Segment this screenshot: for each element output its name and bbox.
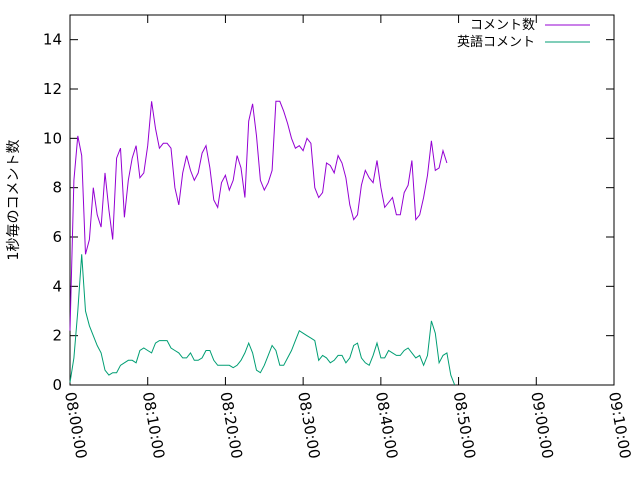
series-line-0 [69,100,448,331]
y-tick-label: 8 [52,179,62,197]
y-tick-label: 10 [43,129,62,147]
y-tick-label: 14 [43,31,62,49]
y-tick-label: 2 [52,327,62,345]
y-tick-label: 4 [52,277,62,295]
legend-label-1: 英語コメント [457,34,535,50]
x-axis-ticks: 08:00:00 08:10:00 08:20:00 08:30:00 08:40:00… [61,15,634,460]
y-tick-label: 6 [52,228,62,246]
x-tick-label: 08:30:00 [294,391,323,460]
x-tick-label: 08:50:00 [450,391,479,460]
axes-frame [69,14,615,386]
x-tick-label: 08:20:00 [216,391,245,460]
y-axis-ticks: 0 2 4 6 8 10 12 14 [43,31,614,394]
x-tick-label: 08:40:00 [372,391,401,460]
x-tick-label: 08:00:00 [61,391,90,460]
y-tick-label: 12 [43,80,62,98]
x-tick-label: 08:10:00 [139,391,168,460]
x-tick-label: 09:00:00 [527,391,556,460]
legend-label-0: コメント数 [470,18,535,33]
series-line-1 [69,254,456,386]
y-axis-label: 1秒毎のコメント数 [6,140,22,261]
y-tick-label: 0 [52,376,62,394]
series-lines [69,100,456,386]
plot-border [69,14,615,386]
x-tick-label: 09:10:00 [605,391,634,460]
